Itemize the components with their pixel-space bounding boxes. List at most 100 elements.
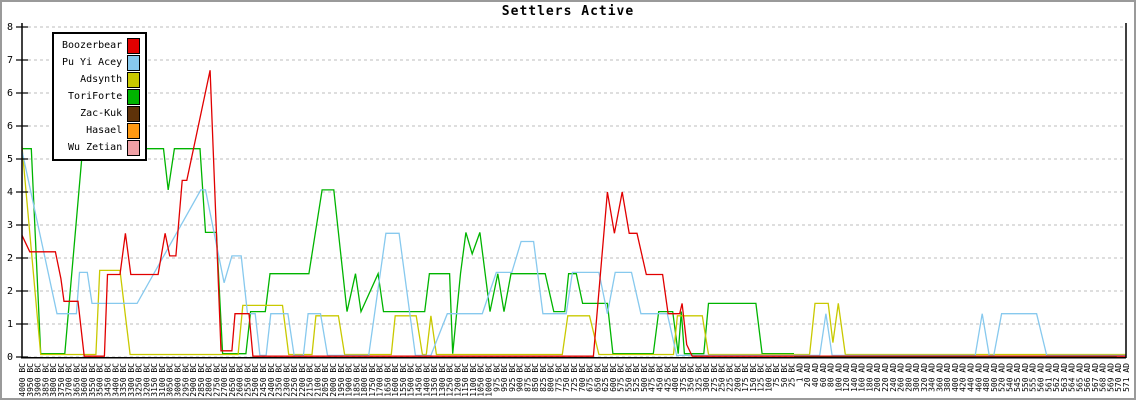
gridlines bbox=[22, 26, 1126, 358]
svg-text:6: 6 bbox=[7, 121, 13, 132]
y-axis-labels: 0 1 2 2 3 4 5 6 6 7 8 bbox=[7, 22, 28, 363]
svg-text:545 AD: 545 AD bbox=[1013, 363, 1022, 392]
svg-text:2600 BC: 2600 BC bbox=[236, 363, 245, 397]
svg-text:1400 BC: 1400 BC bbox=[422, 363, 431, 397]
legend-box: Boozerbear Pu Yi Acey Adsynth ToriForte Zac-… bbox=[52, 32, 148, 161]
svg-text:3100 BC: 3100 BC bbox=[158, 363, 167, 397]
svg-text:180 AD: 180 AD bbox=[865, 363, 874, 392]
legend-color-swatch bbox=[127, 122, 141, 139]
svg-text:520 AD: 520 AD bbox=[998, 363, 1007, 392]
svg-text:40 AD: 40 AD bbox=[811, 363, 820, 387]
svg-text:3000 BC: 3000 BC bbox=[173, 363, 182, 397]
svg-text:380 AD: 380 AD bbox=[943, 363, 952, 392]
svg-text:1900 BC: 1900 BC bbox=[345, 363, 354, 397]
svg-text:3150 BC: 3150 BC bbox=[150, 363, 159, 397]
svg-text:2850 BC: 2850 BC bbox=[197, 363, 206, 397]
svg-text:1300 BC: 1300 BC bbox=[438, 363, 447, 397]
svg-text:120 AD: 120 AD bbox=[842, 363, 851, 392]
svg-text:360 AD: 360 AD bbox=[935, 363, 944, 392]
svg-text:225 BC: 225 BC bbox=[725, 363, 734, 392]
svg-text:1650 BC: 1650 BC bbox=[383, 363, 392, 397]
legend-item-hasael: Hasael bbox=[62, 122, 141, 139]
svg-text:3400 BC: 3400 BC bbox=[111, 363, 120, 397]
svg-text:160 AD: 160 AD bbox=[858, 363, 867, 392]
svg-text:220 AD: 220 AD bbox=[881, 363, 890, 392]
svg-text:440 AD: 440 AD bbox=[967, 363, 976, 392]
svg-text:3350 BC: 3350 BC bbox=[119, 363, 128, 397]
svg-text:1350 BC: 1350 BC bbox=[430, 363, 439, 397]
svg-text:500 BC: 500 BC bbox=[640, 363, 649, 392]
svg-text:1600 BC: 1600 BC bbox=[391, 363, 400, 397]
series-line-boozerbear bbox=[21, 70, 1126, 357]
svg-text:500 AD: 500 AD bbox=[990, 363, 999, 392]
svg-text:275 BC: 275 BC bbox=[710, 363, 719, 392]
legend-item-wu-zetian: Wu Zetian bbox=[62, 139, 141, 156]
svg-text:140 AD: 140 AD bbox=[850, 363, 859, 392]
svg-text:568 AD: 568 AD bbox=[1099, 363, 1108, 392]
legend-color-swatch bbox=[127, 54, 141, 71]
svg-text:1750 BC: 1750 BC bbox=[368, 363, 377, 397]
legend-item-pu-yi-acey: Pu Yi Acey bbox=[62, 54, 141, 71]
svg-text:1850 BC: 1850 BC bbox=[352, 363, 361, 397]
svg-text:561 AD: 561 AD bbox=[1044, 363, 1053, 392]
svg-text:3850 BC: 3850 BC bbox=[41, 363, 50, 397]
svg-text:3750 BC: 3750 BC bbox=[57, 363, 66, 397]
svg-text:175 BC: 175 BC bbox=[741, 363, 750, 392]
svg-text:2200 BC: 2200 BC bbox=[298, 363, 307, 397]
svg-text:3050 BC: 3050 BC bbox=[166, 363, 175, 397]
legend-label: Pu Yi Acey bbox=[62, 57, 123, 68]
svg-text:260 AD: 260 AD bbox=[897, 363, 906, 392]
svg-text:2800 BC: 2800 BC bbox=[205, 363, 214, 397]
svg-text:1200 BC: 1200 BC bbox=[453, 363, 462, 397]
svg-text:2: 2 bbox=[7, 286, 13, 297]
svg-text:700 BC: 700 BC bbox=[578, 363, 587, 392]
legend-label: Hasael bbox=[86, 125, 123, 136]
svg-text:2500 BC: 2500 BC bbox=[251, 363, 260, 397]
svg-text:3200 BC: 3200 BC bbox=[142, 363, 151, 397]
svg-text:850 BC: 850 BC bbox=[531, 363, 540, 392]
svg-text:2900 BC: 2900 BC bbox=[189, 363, 198, 397]
svg-text:2350 BC: 2350 BC bbox=[275, 363, 284, 397]
chart-title: Settlers Active bbox=[501, 4, 635, 19]
svg-text:100 AD: 100 AD bbox=[834, 363, 843, 392]
svg-text:325 BC: 325 BC bbox=[694, 363, 703, 392]
svg-text:550 BC: 550 BC bbox=[624, 363, 633, 392]
legend-color-swatch bbox=[127, 88, 141, 105]
legend-item-zac-kuk: Zac-Kuk bbox=[62, 105, 141, 122]
svg-text:125 BC: 125 BC bbox=[757, 363, 766, 392]
svg-text:80 AD: 80 AD bbox=[827, 363, 836, 387]
svg-text:300 AD: 300 AD bbox=[912, 363, 921, 392]
svg-text:563 AD: 563 AD bbox=[1060, 363, 1069, 392]
svg-text:6: 6 bbox=[7, 88, 13, 99]
svg-text:2950 BC: 2950 BC bbox=[181, 363, 190, 397]
legend-label: Zac-Kuk bbox=[80, 108, 123, 119]
svg-text:1100 BC: 1100 BC bbox=[469, 363, 478, 397]
legend-color-swatch bbox=[127, 105, 141, 122]
svg-text:2450 BC: 2450 BC bbox=[259, 363, 268, 397]
svg-text:650 BC: 650 BC bbox=[593, 363, 602, 392]
svg-text:375 BC: 375 BC bbox=[679, 363, 688, 392]
legend-label: Wu Zetian bbox=[68, 142, 123, 153]
svg-text:460 AD: 460 AD bbox=[974, 363, 983, 392]
legend-label: ToriForte bbox=[68, 91, 123, 102]
legend-label: Boozerbear bbox=[62, 40, 123, 51]
legend-label: Adsynth bbox=[80, 74, 123, 85]
svg-text:1800 BC: 1800 BC bbox=[360, 363, 369, 397]
svg-text:420 AD: 420 AD bbox=[959, 363, 968, 392]
svg-text:1000 BC: 1000 BC bbox=[484, 363, 493, 397]
svg-text:550 AD: 550 AD bbox=[1021, 363, 1030, 392]
svg-text:3600 BC: 3600 BC bbox=[80, 363, 89, 397]
svg-text:1 AD: 1 AD bbox=[795, 363, 804, 382]
series-line-adsynth bbox=[21, 146, 1126, 356]
svg-text:800 BC: 800 BC bbox=[547, 363, 556, 392]
svg-text:3900 BC: 3900 BC bbox=[34, 363, 43, 397]
svg-text:2250 BC: 2250 BC bbox=[290, 363, 299, 397]
svg-text:566 AD: 566 AD bbox=[1083, 363, 1092, 392]
series-lines bbox=[21, 70, 1126, 358]
svg-text:340 AD: 340 AD bbox=[928, 363, 937, 392]
svg-text:1050 BC: 1050 BC bbox=[477, 363, 486, 397]
svg-text:150 BC: 150 BC bbox=[749, 363, 758, 392]
series-line-toriforte bbox=[22, 148, 794, 355]
svg-text:250 BC: 250 BC bbox=[718, 363, 727, 392]
